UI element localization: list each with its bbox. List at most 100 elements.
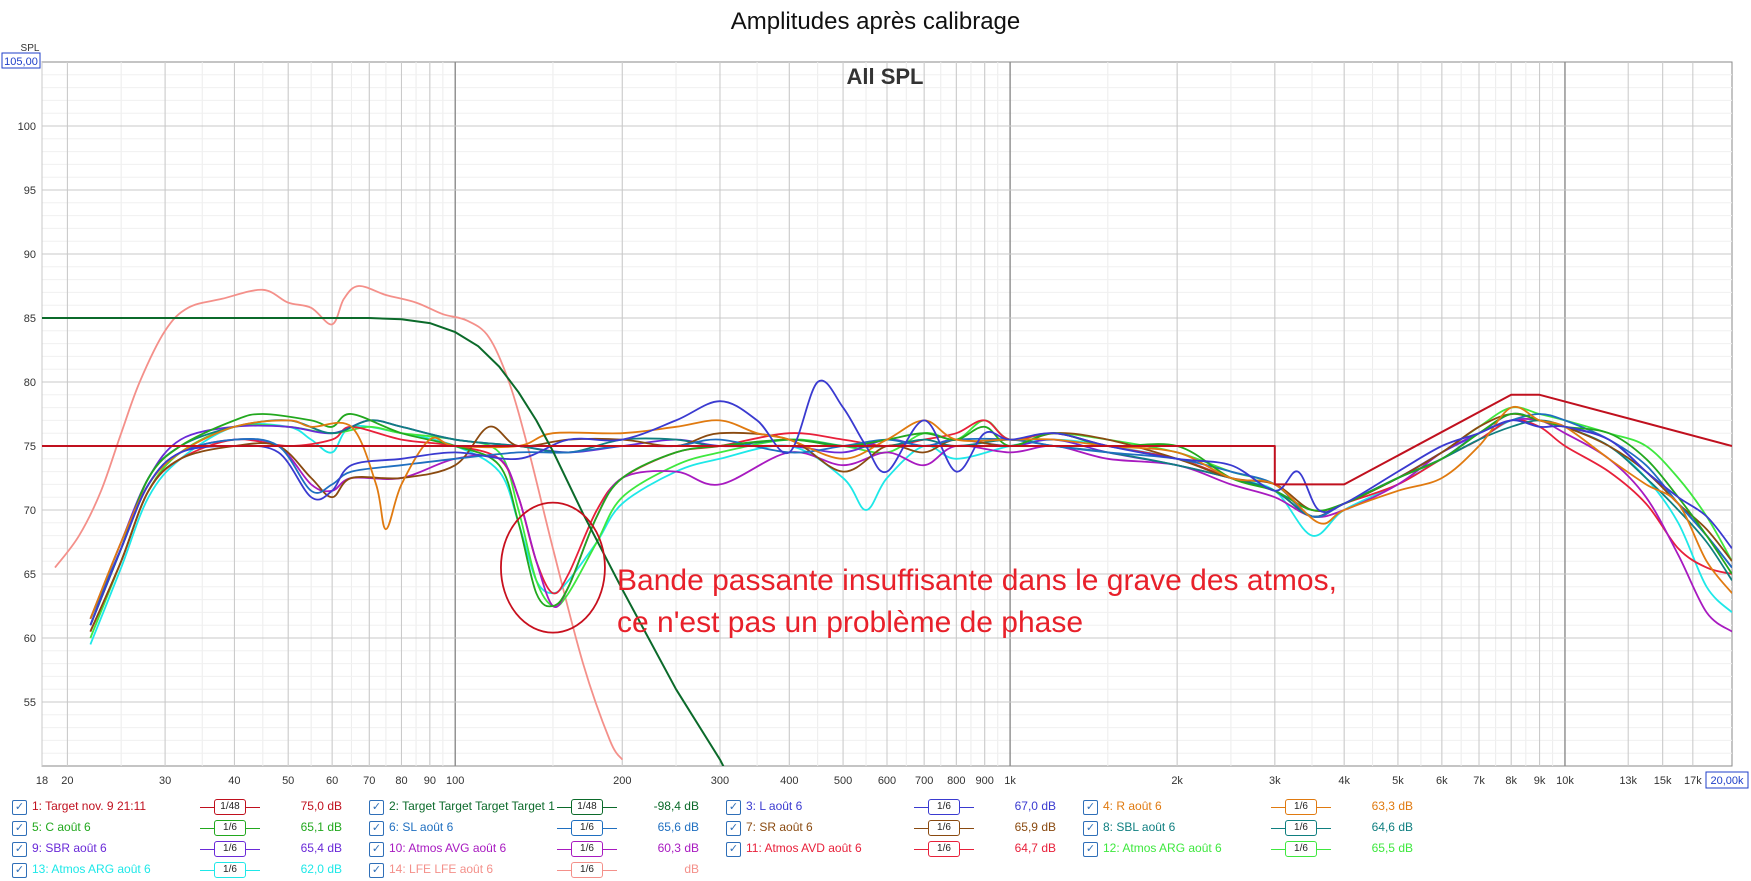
- legend-checkbox[interactable]: ✓: [726, 821, 741, 836]
- y-tick-label: 75: [24, 441, 36, 453]
- x-tick-label: 4k: [1338, 775, 1350, 787]
- legend-label: 5: C août 6: [32, 820, 91, 834]
- legend-checkbox[interactable]: ✓: [12, 821, 27, 836]
- y-tick-label: 55: [24, 697, 36, 709]
- x-tick-label: 7k: [1473, 775, 1485, 787]
- legend-value: 67,0 dB: [1014, 799, 1056, 813]
- legend-checkbox[interactable]: ✓: [12, 800, 27, 815]
- legend-item[interactable]: ✓ 1: Target nov. 9 21:11 1/48 75,0 dB: [12, 798, 352, 818]
- x-tick-label: 600: [878, 775, 896, 787]
- legend-smoothing-label: 1/6: [214, 820, 246, 836]
- x-tick-label: 800: [947, 775, 965, 787]
- legend-smoothing-swatch[interactable]: 1/6: [557, 840, 617, 858]
- legend-smoothing-swatch[interactable]: 1/6: [557, 861, 617, 879]
- annotation-text: ce n'est pas un problème de phase: [617, 606, 1083, 639]
- legend-smoothing-swatch[interactable]: 1/6: [1271, 798, 1331, 816]
- legend-item[interactable]: ✓ 4: R août 6 1/6 63,3 dB: [1083, 798, 1423, 818]
- legend-item[interactable]: ✓ 10: Atmos AVG août 6 1/6 60,3 dB: [369, 840, 709, 860]
- legend-item[interactable]: ✓ 9: SBR août 6 1/6 65,4 dB: [12, 840, 352, 860]
- legend-label: 11: Atmos AVD août 6: [746, 841, 862, 855]
- legend-value: 60,3 dB: [657, 841, 699, 855]
- legend-item[interactable]: ✓ 3: L août 6 1/6 67,0 dB: [726, 798, 1066, 818]
- legend-smoothing-swatch[interactable]: 1/6: [200, 840, 260, 858]
- x-max-box: [1705, 771, 1749, 789]
- legend-item[interactable]: ✓ 11: Atmos AVD août 6 1/6 64,7 dB: [726, 840, 1066, 860]
- legend-smoothing-swatch[interactable]: 1/6: [914, 798, 974, 816]
- legend-label: 6: SL août 6: [389, 820, 454, 834]
- legend-smoothing-swatch[interactable]: 1/6: [557, 819, 617, 837]
- legend-checkbox[interactable]: ✓: [1083, 800, 1098, 815]
- x-tick-label: 90: [424, 775, 436, 787]
- legend-smoothing-swatch[interactable]: 1/6: [1271, 840, 1331, 858]
- legend-checkbox[interactable]: ✓: [1083, 842, 1098, 857]
- legend-smoothing-swatch[interactable]: 1/6: [200, 819, 260, 837]
- legend-smoothing-swatch[interactable]: 1/48: [557, 798, 617, 816]
- x-tick-label: 40: [228, 775, 240, 787]
- legend-item[interactable]: ✓ 7: SR août 6 1/6 65,9 dB: [726, 819, 1066, 839]
- legend-smoothing-label: 1/6: [1285, 841, 1317, 857]
- legend-checkbox[interactable]: ✓: [1083, 821, 1098, 836]
- x-tick-label: 15k: [1654, 775, 1672, 787]
- legend-checkbox[interactable]: ✓: [12, 842, 27, 857]
- legend-smoothing-label: 1/6: [928, 820, 960, 836]
- legend-checkbox[interactable]: ✓: [369, 863, 384, 878]
- legend-smoothing-swatch[interactable]: 1/48: [200, 798, 260, 816]
- legend-checkbox[interactable]: ✓: [726, 842, 741, 857]
- legend-checkbox[interactable]: ✓: [726, 800, 741, 815]
- x-tick-label: 400: [780, 775, 798, 787]
- x-tick-label: 60: [326, 775, 338, 787]
- x-tick-label: 9k: [1534, 775, 1546, 787]
- legend-item[interactable]: ✓ 6: SL août 6 1/6 65,6 dB: [369, 819, 709, 839]
- legend-value: 63,3 dB: [1371, 799, 1413, 813]
- series-group: [42, 285, 1732, 766]
- legend-checkbox[interactable]: ✓: [12, 863, 27, 878]
- legend-value: dB: [684, 862, 699, 876]
- x-tick-label: 17k: [1684, 775, 1702, 787]
- legend-smoothing-swatch[interactable]: 1/6: [914, 840, 974, 858]
- legend-value: 65,6 dB: [657, 820, 699, 834]
- y-max-label: 105,00: [4, 56, 38, 68]
- legend-item[interactable]: ✓ 5: C août 6 1/6 65,1 dB: [12, 819, 352, 839]
- legend-item[interactable]: ✓ 2: Target Target Target Target 1 1/48 -98…: [369, 798, 709, 818]
- series-line-3: [89, 379, 1732, 626]
- legend-smoothing-label: 1/48: [571, 799, 603, 815]
- annotation-text: Bande passante insuffisante dans le grav…: [617, 564, 1337, 597]
- y-axis-label: SPL: [21, 43, 40, 54]
- legend-value: -98,4 dB: [653, 799, 699, 813]
- x-tick-label: 1k: [1004, 775, 1016, 787]
- legend-smoothing-swatch[interactable]: 1/6: [200, 861, 260, 879]
- legend-smoothing-label: 1/6: [1285, 820, 1317, 836]
- x-tick-label: 900: [976, 775, 994, 787]
- annotation-circle: [500, 501, 606, 634]
- legend-label: 1: Target nov. 9 21:11: [32, 799, 147, 813]
- y-tick-label: 100: [18, 121, 36, 133]
- y-tick-label: 85: [24, 313, 36, 325]
- legend-checkbox[interactable]: ✓: [369, 800, 384, 815]
- legend-smoothing-swatch[interactable]: 1/6: [1271, 819, 1331, 837]
- legend-item[interactable]: ✓ 8: SBL août 6 1/6 64,6 dB: [1083, 819, 1423, 839]
- legend-item[interactable]: ✓ 13: Atmos ARG août 6 1/6 62,0 dB: [12, 861, 352, 881]
- legend-value: 65,9 dB: [1014, 820, 1056, 834]
- series-line-6: [89, 413, 1732, 620]
- x-tick-label: 2k: [1171, 775, 1183, 787]
- series-line-4: [89, 405, 1732, 620]
- legend-checkbox[interactable]: ✓: [369, 821, 384, 836]
- legend-item[interactable]: ✓ 12: Atmos ARG août 6 1/6 65,5 dB: [1083, 840, 1423, 860]
- x-tick-label: 18: [36, 775, 48, 787]
- legend-label: 9: SBR août 6: [32, 841, 107, 855]
- x-tick-label: 20: [61, 775, 73, 787]
- legend-smoothing-label: 1/6: [214, 862, 246, 878]
- legend-smoothing-label: 1/6: [571, 862, 603, 878]
- y-tick-label: 65: [24, 569, 36, 581]
- chart-title: Amplitudes après calibrage: [730, 8, 1021, 35]
- legend-item[interactable]: ✓ 14: LFE LFE août 6 1/6 dB: [369, 861, 709, 881]
- series-line-2: [42, 317, 725, 766]
- x-max-label: 20,00k: [1710, 775, 1744, 787]
- x-tick-label: 13k: [1619, 775, 1637, 787]
- inner-title: All SPL: [846, 64, 923, 89]
- x-tick-label: 10k: [1556, 775, 1574, 787]
- legend-checkbox[interactable]: ✓: [369, 842, 384, 857]
- legend-label: 14: LFE LFE août 6: [389, 862, 494, 876]
- legend-smoothing-swatch[interactable]: 1/6: [914, 819, 974, 837]
- legend-label: 8: SBL août 6: [1103, 820, 1176, 834]
